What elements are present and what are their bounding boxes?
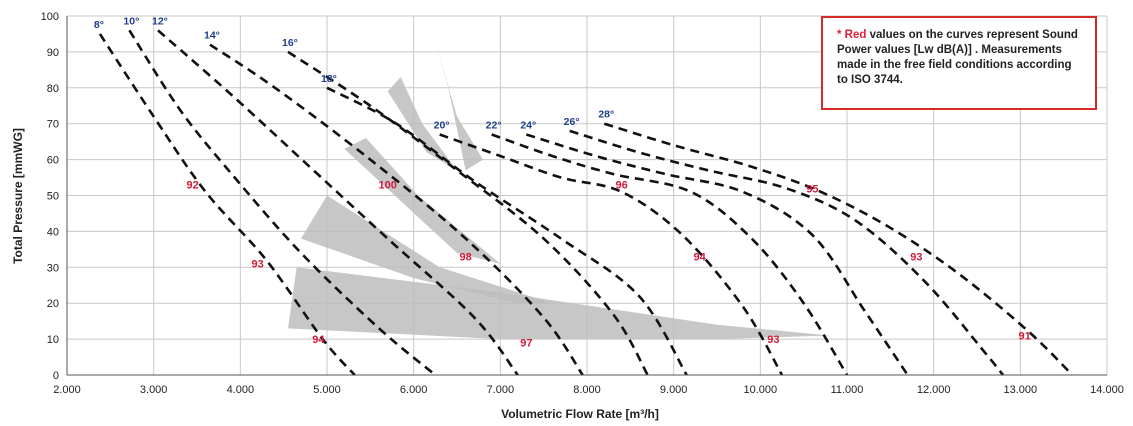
sound-power-labels: 92 100 96 95 93 98 94 93 94 97 93 91 (187, 180, 1031, 350)
sound-power-value: 100 (378, 180, 396, 192)
sound-power-value: 94 (312, 334, 325, 346)
sound-power-value: 92 (187, 180, 199, 192)
sound-power-note: * Red values on the curves represent Sou… (821, 16, 1097, 110)
fan-curve-28deg (603, 122, 1074, 376)
y-tick-label: 20 (47, 298, 59, 310)
blade-angle-label: 8° (94, 19, 104, 31)
x-tick-label: 13.000 (1004, 384, 1038, 396)
x-tick-label: 10.000 (744, 384, 778, 396)
fan-curve-26deg (569, 129, 1005, 376)
blade-angle-label: 28° (598, 109, 614, 121)
y-tick-labels: 0 10 20 30 40 50 60 70 80 90 100 (41, 11, 59, 382)
sound-power-value: 98 (460, 252, 472, 264)
y-tick-label: 90 (47, 47, 59, 59)
y-tick-label: 50 (47, 191, 59, 203)
x-tick-label: 14.000 (1090, 384, 1124, 396)
fan-curve-12deg (157, 29, 519, 376)
fan-curves (98, 29, 1074, 377)
sound-power-value: 91 (1019, 331, 1031, 343)
sound-power-value: 93 (767, 334, 779, 346)
fan-curve-8deg (98, 33, 356, 376)
y-tick-label: 80 (47, 83, 59, 95)
x-tick-label: 3.000 (140, 384, 168, 396)
shaded-regions (288, 41, 830, 340)
fan-curve-16deg (287, 50, 649, 376)
axes (66, 16, 1107, 376)
sound-power-value: 94 (694, 252, 707, 264)
x-tick-label: 11.000 (831, 384, 864, 396)
efficiency-shaded-region (387, 77, 457, 171)
blade-angle-label: 14° (204, 30, 220, 42)
blade-angle-label: 18° (321, 73, 337, 85)
y-tick-label: 100 (41, 11, 59, 23)
efficiency-shaded-region (288, 267, 830, 340)
x-tick-label: 8.000 (573, 384, 601, 396)
x-tick-label: 6.000 (400, 384, 428, 396)
blade-angle-label: 24° (520, 119, 536, 131)
note-text: values on the curves represent Sound Pow… (837, 29, 1078, 86)
y-tick-label: 10 (47, 334, 59, 346)
fan-curve-10deg (128, 29, 437, 377)
x-tick-label: 5.000 (313, 384, 341, 396)
y-axis-title: Total Pressure [mmWG] (11, 128, 25, 264)
fan-curve-14deg (209, 43, 584, 376)
x-tick-label: 4.000 (227, 384, 255, 396)
x-axis-title: Volumetric Flow Rate [m³/h] (501, 407, 659, 421)
fan-curve-20deg (439, 133, 784, 376)
x-tick-label: 12.000 (917, 384, 951, 396)
blade-angle-label: 20° (434, 119, 450, 131)
x-tick-label: 9.000 (660, 384, 688, 396)
fan-curve-18deg (326, 86, 688, 376)
y-tick-label: 30 (47, 262, 59, 274)
blade-angle-label: 16° (282, 37, 298, 49)
fan-curve-24deg (525, 133, 909, 376)
efficiency-shaded-region (435, 41, 483, 171)
x-tick-label: 2.000 (53, 384, 81, 396)
y-tick-label: 70 (47, 119, 59, 131)
x-tick-labels: 2.000 3.000 4.000 5.000 6.000 7.000 8.000 9.000… (53, 384, 1124, 396)
x-tick-label: 7.000 (487, 384, 515, 396)
blade-angle-label: 10° (123, 15, 139, 27)
efficiency-shaded-region (301, 195, 553, 304)
sound-power-value: 93 (910, 252, 922, 264)
y-tick-label: 60 (47, 155, 59, 167)
note-red-label: * Red (837, 29, 867, 41)
blade-angle-label: 26° (564, 116, 580, 128)
y-tick-label: 0 (53, 370, 59, 382)
blade-angle-label: 12° (152, 15, 168, 27)
sound-power-value: 95 (806, 183, 818, 195)
sound-power-value: 97 (520, 338, 532, 350)
fan-curve-22deg (491, 133, 849, 376)
sound-power-value: 96 (616, 180, 628, 192)
blade-angle-labels: 8° 10° 12° 14° 16° 18° 20° 22° 24° 26° 28° (94, 15, 614, 131)
blade-angle-label: 22° (486, 119, 502, 131)
sound-power-value: 93 (252, 259, 264, 271)
y-tick-label: 40 (47, 226, 59, 238)
